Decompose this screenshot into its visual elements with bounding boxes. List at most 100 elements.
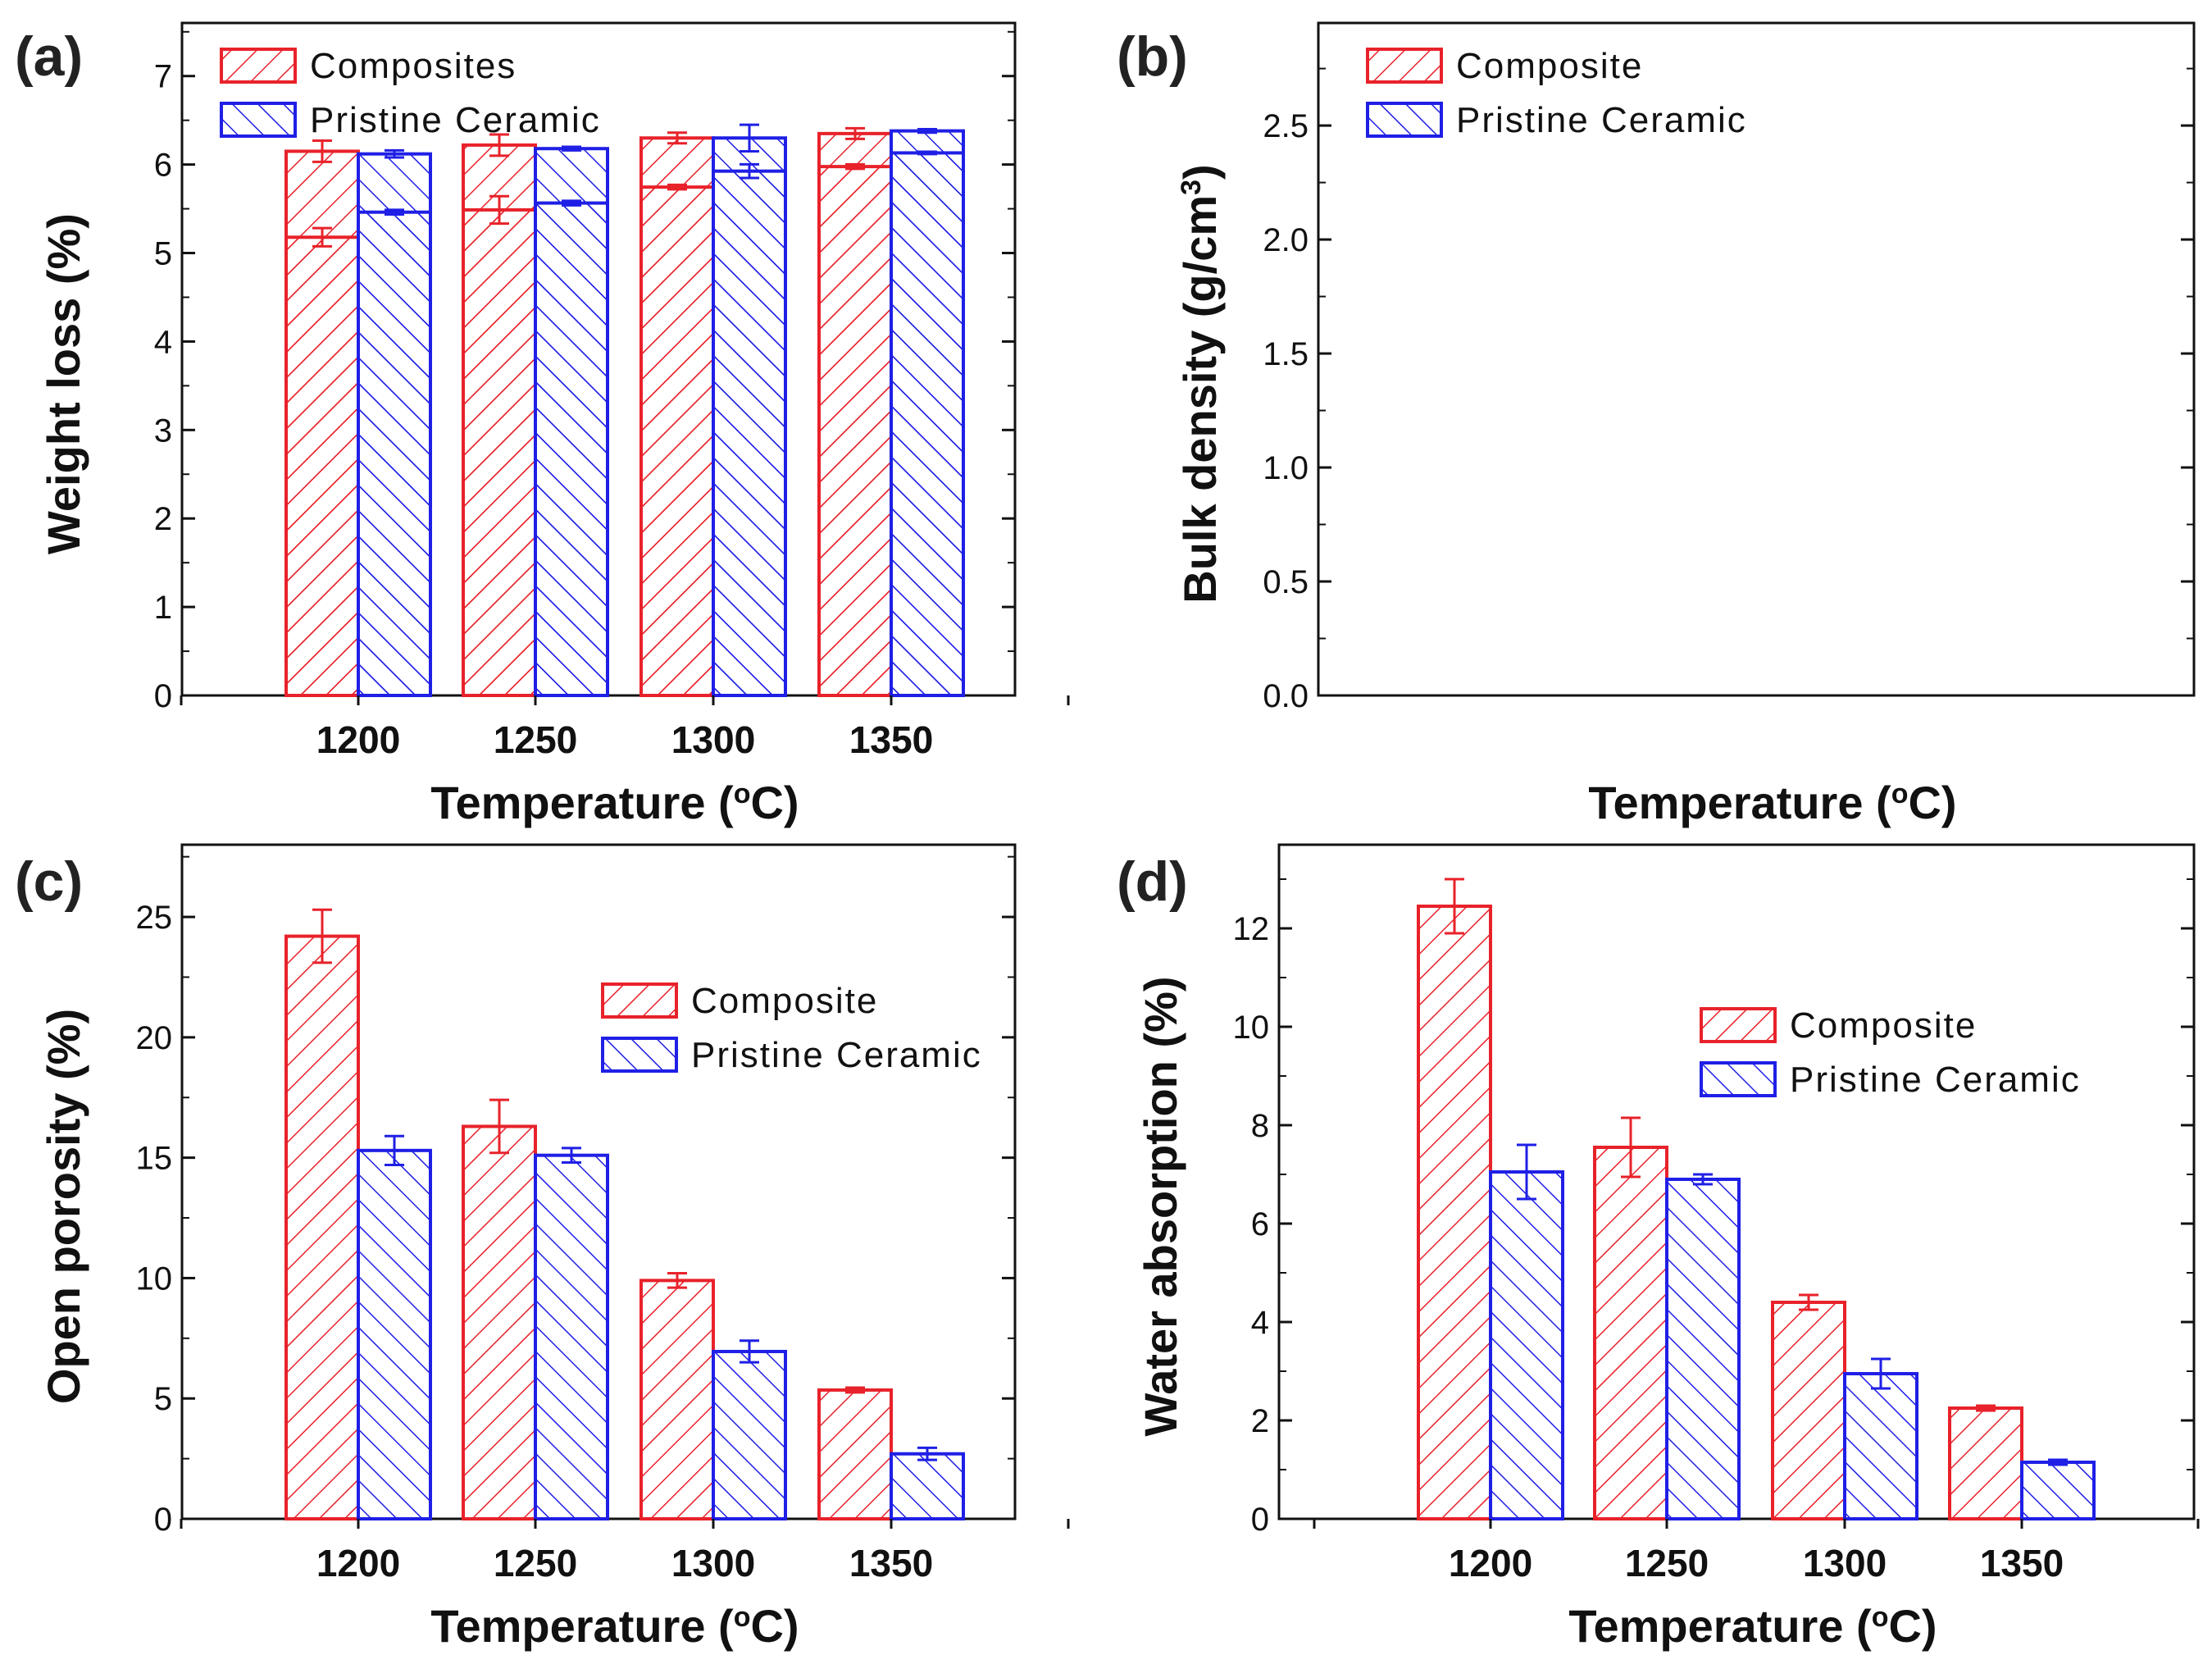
legend-label: Composite	[691, 981, 878, 1021]
y-axis-title: Weight loss (%)	[38, 213, 89, 554]
x-tick-label: 1350	[849, 718, 933, 761]
x-tick-label: 1300	[671, 718, 755, 761]
y-tick-label: 6	[154, 148, 172, 184]
y-tick-label: 15	[136, 1141, 173, 1177]
bar-composite-1200	[1417, 905, 1492, 1520]
y-axis-title: Bulk density (g/cm3)	[1174, 164, 1226, 603]
bar-composite-1350	[817, 165, 893, 697]
legend-label: Pristine Ceramic	[1456, 100, 1747, 140]
x-tick-label: 1300	[1803, 1542, 1887, 1584]
bar-composite-1250	[462, 1124, 537, 1520]
bar-composite-1300	[1771, 1301, 1846, 1520]
bar-pristine-1250	[1665, 1178, 1741, 1520]
bar-pristine-1350	[890, 1452, 965, 1520]
bar-pristine-1300	[712, 1349, 787, 1521]
legend-label: Pristine Ceramic	[691, 1035, 982, 1075]
panel-label: (b)	[1117, 25, 1188, 88]
x-tick-label: 1250	[494, 718, 577, 761]
x-axis-title: Temperature (oC)	[1588, 777, 1956, 828]
y-tick-label: 20	[136, 1020, 173, 1056]
y-tick-label: 1.0	[1263, 450, 1309, 486]
bar-pristine-1250	[534, 201, 609, 698]
y-tick-label: 8	[1251, 1108, 1269, 1144]
legend-swatch	[1366, 48, 1443, 84]
legend-swatch	[1700, 1061, 1777, 1097]
bar-composite-1300	[639, 185, 715, 697]
panel-label: (c)	[15, 850, 83, 913]
y-tick-label: 7	[154, 59, 172, 95]
bar-composite-1200	[284, 934, 360, 1520]
legend-swatch	[1366, 102, 1443, 138]
x-tick-label: 1250	[494, 1542, 577, 1584]
y-tick-label: 0	[1251, 1502, 1269, 1538]
bar-pristine-1200	[1489, 1170, 1564, 1520]
bar-composite-1350	[1948, 1406, 2023, 1520]
panel-label: (a)	[15, 25, 83, 88]
x-axis-title: Temperature (oC)	[430, 1600, 799, 1652]
x-axis-title: Temperature (oC)	[1568, 1600, 1937, 1652]
y-axis-title: Water absorption (%)	[1135, 976, 1186, 1436]
x-tick-label: 1300	[671, 1542, 755, 1584]
x-tick-label: 1250	[494, 718, 577, 761]
y-tick-label: 2.0	[1263, 222, 1309, 258]
x-tick-label: 1350	[849, 718, 933, 761]
y-tick-label: 10	[136, 1261, 173, 1297]
x-tick-label: 1200	[316, 718, 400, 761]
bar-composite-1300	[639, 1279, 715, 1520]
y-tick-label: 4	[154, 324, 172, 360]
bar-composite-1350	[817, 1388, 893, 1521]
y-tick-label: 1.5	[1263, 336, 1309, 372]
bar-pristine-1350	[2020, 1461, 2096, 1520]
legend-swatch	[220, 48, 297, 84]
panel-c: (c) 0 5 10 15 20 25 1200 1250 1300 1350 Composit…	[15, 843, 1070, 1652]
legend-label: Composite	[1456, 46, 1643, 86]
y-tick-label: 10	[1233, 1010, 1270, 1046]
panel-b: (b) 0.00.51.01.52.02.5 1200 1250 1300 1350 …	[180, 21, 2196, 828]
y-tick-label: 2.5	[1263, 108, 1309, 144]
legend-label: Composites	[310, 46, 517, 86]
y-axis-title: Open porosity (%)	[38, 1009, 89, 1404]
x-tick-label: 1300	[671, 718, 755, 761]
legend-label: Pristine Ceramic	[1790, 1060, 2081, 1100]
bar-pristine-1200	[357, 210, 432, 697]
y-tick-label: 5	[154, 236, 172, 272]
y-tick-label: 0	[154, 678, 172, 714]
bar-pristine-1300	[712, 169, 787, 697]
x-tick-label: 1350	[1980, 1542, 2064, 1584]
y-tick-label: 12	[1233, 911, 1270, 947]
y-tick-label: 1	[154, 590, 172, 626]
bar-composite-1250	[462, 207, 537, 698]
y-tick-label: 2	[154, 501, 172, 537]
y-tick-label: 2	[1251, 1403, 1269, 1439]
y-tick-label: 0.0	[1263, 678, 1309, 714]
x-tick-label: 1200	[316, 718, 400, 761]
y-tick-label: 3	[154, 413, 172, 449]
bar-pristine-1200	[357, 1148, 432, 1520]
bar-pristine-1250	[534, 1153, 609, 1520]
y-tick-label: 25	[136, 900, 173, 936]
bar-composite-1200	[284, 235, 360, 697]
x-tick-label: 1350	[849, 1542, 933, 1584]
x-tick-label: 1250	[1625, 1542, 1709, 1584]
legend-swatch	[601, 1037, 678, 1073]
legend-label: Composite	[1790, 1005, 1977, 1046]
y-tick-label: 0	[154, 1502, 172, 1538]
plot-frame	[1317, 21, 2196, 697]
bar-composite-1250	[1593, 1146, 1668, 1520]
legend-swatch	[220, 102, 297, 138]
bar-pristine-1350	[890, 151, 965, 697]
x-axis-title: Temperature (oC)	[430, 777, 799, 828]
y-tick-label: 6	[1251, 1206, 1269, 1242]
legend-swatch	[1700, 1007, 1777, 1043]
panel-label: (d)	[1117, 850, 1188, 913]
panel-d: (d) 0 2 4 6 8 10 12 1200 1250 1300 1350 Composite…	[1117, 843, 2200, 1652]
legend-swatch	[601, 982, 678, 1019]
legend-label: Pristine Ceramic	[310, 100, 601, 140]
y-tick-label: 0.5	[1263, 564, 1309, 600]
x-tick-label: 1200	[316, 1542, 400, 1584]
y-tick-label: 5	[154, 1381, 172, 1417]
x-tick-label: 1200	[1449, 1542, 1532, 1584]
bar-pristine-1300	[1843, 1372, 1918, 1520]
y-tick-label: 4	[1251, 1305, 1269, 1341]
